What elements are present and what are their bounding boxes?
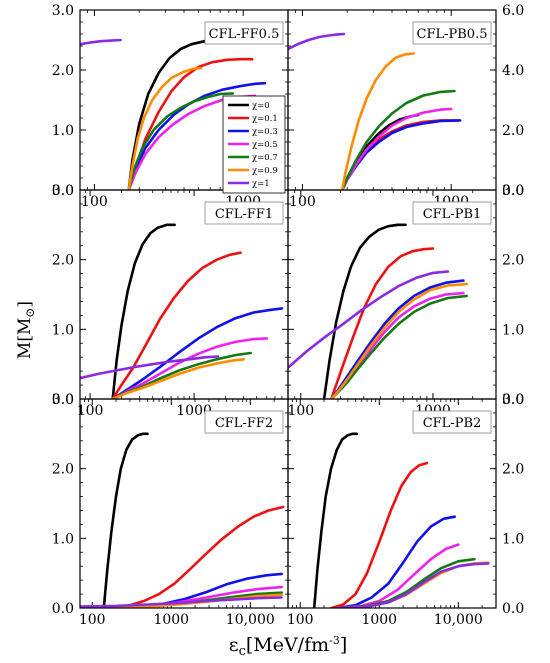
series-group (312, 432, 490, 608)
y-tick-label: 0.0 (52, 183, 74, 199)
legend-entry: χ=0.3 (252, 127, 278, 137)
series-line (80, 355, 220, 380)
x-tick-label: 1000 (361, 612, 397, 628)
y-tick-label: 2.0 (502, 462, 524, 478)
x-tick-label: 10,000 (226, 612, 275, 628)
series-line (330, 279, 465, 399)
legend-entry: χ=0.9 (252, 166, 278, 176)
x-tick-label: 100 (289, 194, 316, 210)
legend-entry: χ=1 (252, 179, 270, 189)
series-group (288, 223, 468, 399)
y-tick-label: 3.0 (502, 183, 524, 199)
y-tick-label: 0.0 (52, 601, 74, 617)
panel-label-box (412, 410, 492, 434)
panel-label-box (204, 410, 284, 434)
panel-bottom-left: 100 1000 10,000 0.0 1.0 2.0 3.0 CFL-FF2 (52, 392, 289, 628)
series-line (336, 562, 490, 608)
y-tick-label: 0.0 (502, 392, 524, 408)
series-line (111, 251, 242, 399)
y-tick-label: 3.0 (52, 183, 74, 199)
panel-label: CFL-PB2 (423, 416, 482, 431)
panel-label: CFL-PB0.5 (417, 27, 488, 42)
panel-label-box (204, 21, 284, 45)
x-tick-label: 100 (287, 612, 314, 628)
series-line (102, 432, 149, 608)
y-tick-label: 3.0 (52, 392, 74, 408)
series-line (111, 307, 284, 399)
y-tick-label: 2.0 (502, 123, 524, 139)
series-group (80, 223, 284, 399)
series-line (336, 515, 456, 608)
y-tick-label: 6.0 (502, 3, 524, 19)
panel-label: CFL-PB1 (423, 207, 482, 222)
y-tick-label: 1.0 (52, 531, 74, 547)
panel-label-box (204, 201, 284, 225)
series-line (127, 66, 203, 190)
series-line (127, 92, 234, 190)
x-tick-label: 1000 (176, 403, 212, 419)
panel-label: CFL-FF2 (215, 416, 273, 431)
y-tick-label: 1.0 (502, 531, 524, 547)
x-tick-label: 10,000 (434, 612, 483, 628)
series-line (114, 505, 285, 608)
legend: χ=0 χ=0.1 χ=0.3 χ=0.5 χ=0.7 χ=0.9 χ=1 (222, 95, 286, 194)
series-line (330, 247, 435, 399)
series-line (330, 461, 429, 608)
y-tick-label: 2.0 (52, 253, 74, 269)
panel-label: CFL-FF0.5 (209, 27, 280, 42)
series-line (322, 223, 407, 399)
x-tick-label: 100 (79, 612, 106, 628)
panel-label-box (412, 21, 492, 45)
plot-frame (287, 398, 497, 609)
panel-label: CFL-FF1 (215, 207, 273, 222)
y-tick-label: 0.0 (52, 392, 74, 408)
series-line (80, 38, 122, 46)
y-axis-label: M[M⊙] (15, 301, 37, 359)
series-line (288, 270, 450, 369)
panel-label-box (412, 201, 492, 225)
panels: 100 1000 0.0 1.0 2.0 3.0 CFL-FF0.5 100 1000 0.0 2.… (52, 3, 525, 628)
legend-entry: χ=0.5 (252, 140, 278, 150)
panel-middle-left: 100 1000 0.0 1.0 2.0 3.0 CFL-FF1 (52, 183, 289, 419)
series-group (288, 32, 462, 190)
series-line (340, 107, 453, 190)
series-group (80, 432, 285, 608)
y-tick-label: 1.0 (502, 322, 524, 338)
series-line (111, 358, 245, 399)
legend-entry: χ=0.7 (252, 153, 278, 163)
y-tick-label: 0.0 (502, 601, 524, 617)
y-tick-label: 3.0 (52, 3, 74, 19)
series-line (340, 52, 415, 190)
legend-entry: χ=0 (252, 101, 270, 111)
y-tick-label: 1.0 (52, 322, 74, 338)
y-tick-label: 0.0 (502, 183, 524, 199)
y-tick-label: 2.0 (52, 462, 74, 478)
y-tick-label: 2.0 (52, 63, 74, 79)
x-tick-label: 100 (77, 403, 104, 419)
y-tick-label: 1.0 (52, 123, 74, 139)
y-tick-label: 3.0 (502, 392, 524, 408)
panel-bottom-right: 100 1000 10,000 0.0 1.0 2.0 3.0 CFL-PB2 (287, 392, 524, 628)
x-tick-label: 100 (81, 194, 108, 210)
x-tick-label: 1000 (153, 612, 189, 628)
series-line (80, 596, 283, 608)
legend-entry: χ=0.1 (252, 114, 278, 124)
series-line (340, 89, 456, 190)
series-line (288, 32, 346, 51)
y-tick-label: 4.0 (502, 63, 524, 79)
series-line (330, 282, 468, 399)
x-axis-label: εc[MeV/fm-3] (229, 634, 348, 659)
series-line (111, 223, 176, 399)
series-line (312, 432, 359, 608)
y-tick-label: 2.0 (502, 253, 524, 269)
x-tick-label: 100 (287, 403, 314, 419)
